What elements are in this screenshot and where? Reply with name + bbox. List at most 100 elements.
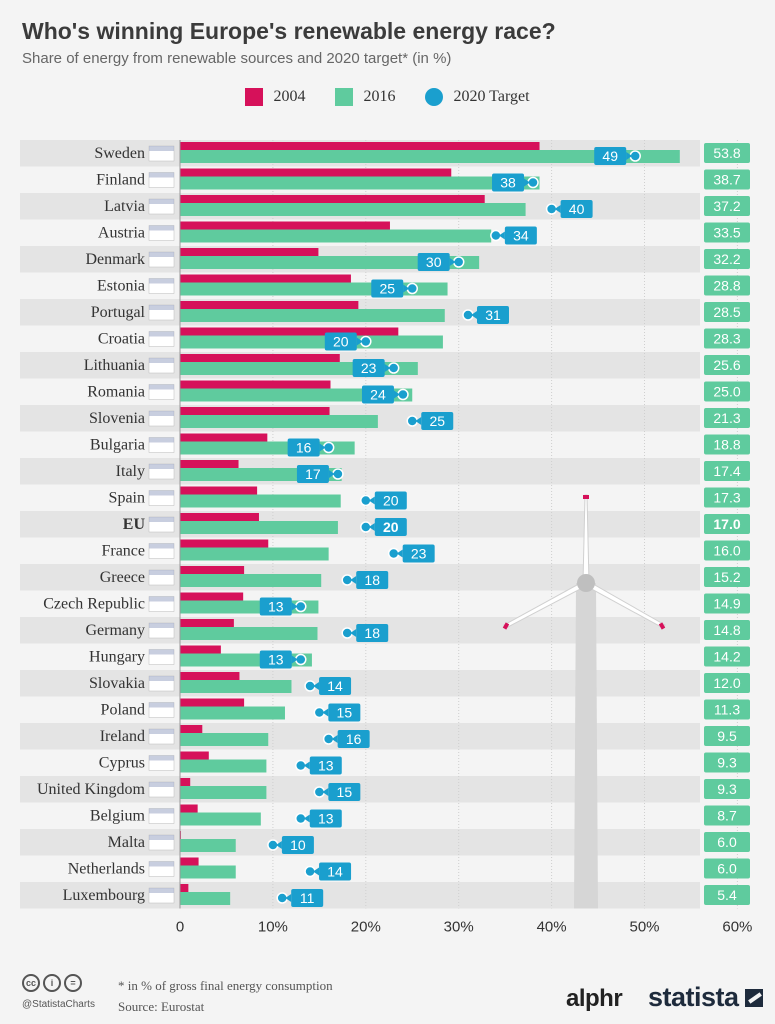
turbine-tip — [658, 622, 666, 630]
target-label: 16 — [346, 731, 362, 747]
target-label-box — [328, 703, 361, 722]
turbine-tip — [502, 622, 510, 630]
value-label-2016: 28.5 — [713, 304, 740, 320]
country-label: EU — [123, 516, 146, 533]
target-label-pointer — [285, 894, 292, 902]
bar-2016 — [180, 759, 267, 773]
attribution-icon: i — [43, 974, 61, 992]
country-label: Lithuania — [84, 357, 145, 374]
license-icons: cc i = — [22, 974, 82, 992]
value-box-2016 — [704, 885, 750, 905]
value-label-2016: 12.0 — [713, 675, 740, 691]
x-tick-label: 60% — [722, 919, 752, 936]
country-label: Spain — [109, 490, 145, 507]
value-label-2016: 25.0 — [713, 384, 740, 400]
flag-stripe — [149, 729, 174, 734]
value-box-2016 — [704, 593, 750, 614]
legend-label-2004: 2004 — [273, 88, 306, 105]
target-label-pointer — [291, 602, 298, 611]
value-box-2016 — [704, 196, 750, 216]
target-label-box — [402, 544, 435, 563]
target-label-pointer — [524, 178, 531, 187]
bar-2004 — [180, 168, 452, 179]
country-label: Portugal — [91, 304, 146, 321]
flag-stripe — [149, 702, 174, 708]
target-label: 13 — [318, 758, 334, 774]
target-label-box — [476, 306, 509, 324]
alphr-logo[interactable]: alphr — [566, 985, 623, 1012]
target-label-pointer — [350, 576, 357, 584]
value-box-2016 — [704, 328, 750, 349]
country-label: Hungary — [89, 649, 145, 666]
target-label: 18 — [364, 572, 380, 588]
value-box-2016 — [704, 620, 750, 640]
bar-2004 — [180, 460, 239, 470]
target-label-box — [319, 677, 352, 695]
value-label-2016: 28.8 — [713, 278, 740, 294]
value-box-2016 — [704, 302, 750, 322]
target-label: 23 — [411, 546, 427, 562]
flag-stripe — [149, 225, 174, 231]
target-label: 24 — [370, 387, 386, 403]
value-label-2016: 14.2 — [713, 649, 740, 665]
row-band — [20, 458, 700, 485]
target-label-box — [352, 359, 385, 377]
country-label: Czech Republic — [43, 596, 145, 613]
legend-swatch-2004 — [245, 88, 264, 106]
target-label-box — [560, 200, 593, 218]
target-label-box — [296, 465, 329, 483]
value-label-2016: 9.5 — [717, 728, 737, 744]
value-box-2016 — [704, 143, 750, 163]
target-label: 25 — [429, 413, 445, 429]
bar-2016 — [180, 547, 329, 561]
target-label-box — [361, 385, 394, 404]
target-label-box — [374, 518, 407, 536]
value-box-2016 — [704, 461, 750, 481]
target-label-box — [291, 889, 324, 907]
target-label-pointer — [291, 655, 298, 664]
target-label-box — [309, 756, 342, 775]
bar-2016 — [180, 229, 492, 243]
flag-stripe — [149, 172, 174, 178]
country-label: Cyprus — [99, 755, 145, 772]
target-label: 40 — [569, 201, 585, 217]
bar-2004 — [180, 857, 199, 868]
target-label: 18 — [364, 625, 380, 641]
bar-2016 — [180, 627, 318, 640]
target-label-pointer — [322, 788, 329, 796]
target-label-box — [259, 650, 292, 669]
value-label-2016: 15.2 — [713, 569, 740, 585]
value-box-2016 — [704, 249, 750, 269]
statista-logo[interactable]: statista — [648, 982, 763, 1013]
flag-stripe — [149, 782, 174, 787]
value-label-2016: 8.7 — [717, 808, 737, 824]
legend-label-2016: 2016 — [363, 88, 396, 105]
value-label-2016: 18.8 — [713, 437, 740, 453]
bar-2004 — [180, 274, 351, 285]
target-label-pointer — [313, 682, 320, 690]
value-label-2016: 38.7 — [713, 172, 740, 188]
flag-stripe — [149, 199, 174, 204]
value-box-2016 — [704, 567, 750, 587]
flag-stripe — [149, 888, 174, 893]
bar-2016 — [180, 494, 341, 508]
value-label-2016: 11.3 — [714, 702, 740, 718]
flag-stripe — [149, 252, 174, 257]
target-label: 15 — [337, 784, 353, 800]
bar-2016 — [180, 415, 378, 428]
target-label: 20 — [383, 493, 399, 509]
turbine-hub — [577, 574, 595, 592]
value-box-2016 — [704, 699, 750, 720]
value-label-2016: 6.0 — [717, 861, 737, 877]
bar-2004 — [180, 433, 268, 444]
target-label: 13 — [268, 599, 284, 615]
turbine-tip — [583, 495, 589, 499]
value-label-2016: 28.3 — [713, 331, 740, 347]
flag-stripe — [149, 570, 174, 575]
target-label-box — [594, 147, 627, 165]
value-box-2016 — [704, 858, 750, 879]
flag-stripe — [149, 623, 174, 628]
value-label-2016: 14.9 — [713, 596, 740, 612]
bar-2016 — [180, 521, 338, 534]
chart-title: Who's winning Europe's renewable energy … — [22, 18, 556, 44]
